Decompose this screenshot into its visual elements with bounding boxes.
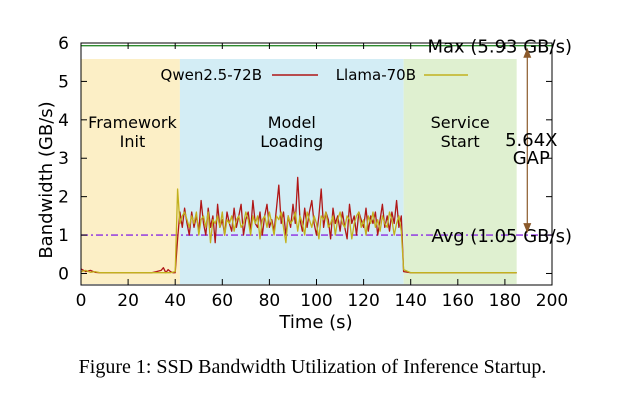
y-axis-label: Bandwidth (GB/s) [36, 101, 57, 258]
x-tick-label: 20 [117, 291, 139, 311]
y-tick-label: 3 [58, 149, 69, 169]
y-tick-label: 5 [58, 72, 69, 92]
legend-label: Qwen2.5-72B [161, 66, 262, 84]
series-line [80, 176, 517, 274]
x-tick-label: 80 [259, 291, 281, 311]
phase-label: Loading [260, 132, 323, 151]
gap-arrow-head [523, 223, 532, 234]
x-tick-label: 200 [536, 291, 568, 311]
x-tick-label: 140 [394, 291, 426, 311]
phase-label: Framework [88, 113, 177, 132]
phase-region [81, 59, 180, 284]
gap-label: 5.64X [505, 130, 557, 151]
phase-label: Init [120, 132, 146, 151]
x-tick-label: 100 [300, 291, 332, 311]
phase-region [403, 59, 517, 284]
x-tick-label: 0 [76, 291, 87, 311]
phase-label: Model [268, 113, 316, 132]
axis-ticks: 0 20 40 60 80 100 120 140 160 180 200 0 1 2 3 4 5 6 [58, 34, 568, 311]
series-line [80, 188, 517, 274]
phase-region [179, 59, 404, 284]
x-tick-label: 180 [489, 291, 521, 311]
gap-arrow-head [523, 47, 532, 58]
y-tick-label: 4 [58, 111, 69, 131]
y-tick-label: 0 [58, 264, 69, 284]
series-lines [80, 176, 517, 274]
legend-label: Llama-70B [336, 66, 416, 84]
y-tick-label: 6 [58, 34, 69, 54]
x-tick-label: 40 [164, 291, 186, 311]
phase-label: Service [431, 113, 490, 132]
x-tick-label: 160 [442, 291, 474, 311]
phase-label: Start [441, 132, 480, 151]
y-tick-label: 2 [58, 188, 69, 208]
figure-caption: Figure 1: SSD Bandwidth Utilization of I… [78, 356, 547, 378]
gap-label: GAP [513, 148, 550, 169]
x-tick-label: 60 [211, 291, 233, 311]
y-tick-label: 1 [58, 226, 69, 246]
reference-label: Max (5.93 GB/s) [427, 37, 572, 58]
reference-label: Avg (1.05 GB/s) [431, 226, 572, 247]
x-axis-label: Time (s) [278, 312, 352, 333]
legend: Qwen2.5-72B Llama-70B [161, 66, 468, 84]
x-tick-label: 120 [347, 291, 379, 311]
